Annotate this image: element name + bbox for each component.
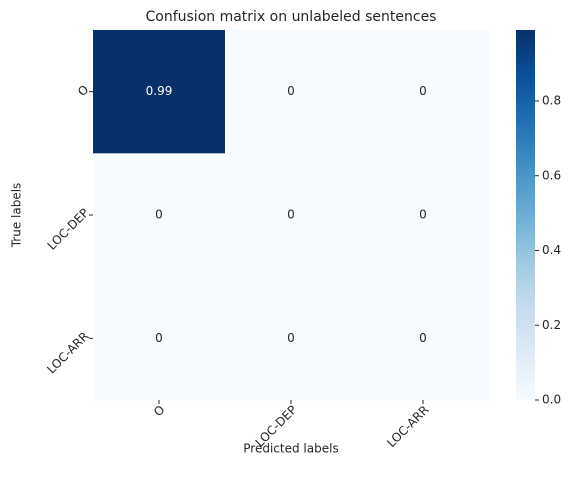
heatmap-cell: [225, 153, 358, 278]
colorbar-tick-label: 0.8: [542, 94, 561, 108]
heatmap-cell: [357, 276, 490, 401]
heatmap-cell: [225, 276, 358, 401]
heatmap-cell: [225, 30, 358, 154]
colorbar: [516, 30, 535, 400]
heatmap-cell: [93, 30, 226, 154]
heatmap-cell: [93, 153, 226, 278]
colorbar-tick-label: 0.6: [542, 168, 561, 182]
x-tick-label: O: [151, 403, 168, 420]
cell-label: 0: [155, 208, 163, 222]
cell-label: 0: [155, 331, 163, 345]
x-axis-label: Predicted labels: [243, 442, 338, 456]
cell-label: 0: [419, 331, 427, 345]
heatmap-cell: [93, 276, 226, 401]
cell-label: 0: [287, 208, 295, 222]
y-tick-label: LOC-DEP: [45, 206, 92, 253]
heatmap-cell: [357, 153, 490, 278]
colorbar-tick-label: 0.0: [542, 393, 561, 407]
colorbar-tick-label: 0.2: [542, 318, 561, 332]
y-axis-label: True labels: [10, 183, 24, 249]
x-tick-label: LOC-ARR: [384, 403, 431, 450]
cell-label: 0: [419, 84, 427, 98]
y-tick-label: LOC-ARR: [44, 329, 91, 376]
cell-label: 0: [287, 84, 295, 98]
chart-title: Confusion matrix on unlabeled sentences: [146, 9, 437, 25]
y-tick-label: O: [75, 82, 92, 99]
cell-label: 0.99: [146, 84, 173, 98]
colorbar-tick-label: 0.4: [542, 243, 561, 257]
cell-label: 0: [287, 331, 295, 345]
cell-label: 0: [419, 208, 427, 222]
heatmap-cell: [357, 30, 490, 154]
